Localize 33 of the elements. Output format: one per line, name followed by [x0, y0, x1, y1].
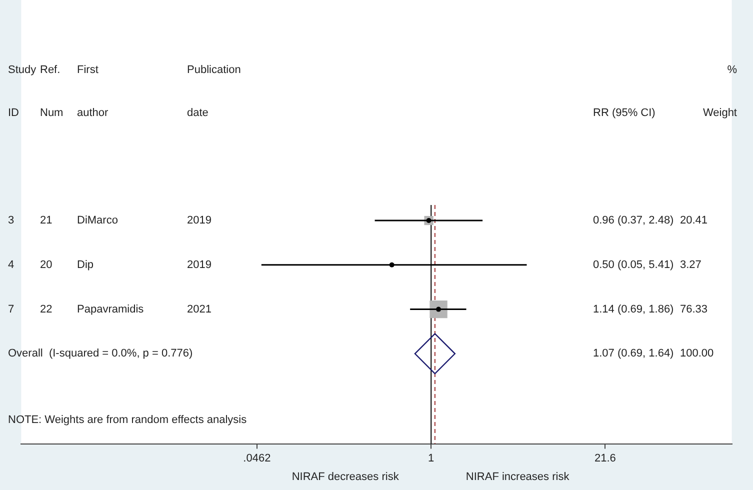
- annotation: 22: [40, 303, 52, 316]
- x-tick-label: 1: [428, 452, 434, 464]
- y-tick-label: Overall (I-squared = 0.0%, p = 0.776): [8, 348, 193, 360]
- y-tick-label: Dip: [77, 258, 94, 271]
- y-tick-label: Papavramidis: [77, 303, 144, 316]
- annotation: 76.33: [680, 303, 708, 316]
- text: NOTE: Weights are from random effects analysis: [8, 414, 248, 426]
- annotation: 2021: [187, 303, 212, 316]
- text: First author: [77, 64, 108, 120]
- text: Study ID: [8, 64, 36, 120]
- text: Ref. Num: [40, 64, 64, 120]
- x-tick-label: .0462: [243, 452, 271, 464]
- annotation: 2019: [187, 214, 212, 227]
- annotation: 100.00: [680, 348, 714, 360]
- text: % Weight: [702, 64, 737, 120]
- text: 3: [8, 214, 14, 227]
- annotation: 0.50 (0.05, 5.41): [593, 258, 674, 271]
- annotation: 2019: [187, 258, 212, 271]
- text: NIRAF increases risk: [466, 470, 570, 483]
- annotation: 3.27: [680, 258, 702, 271]
- annotation: 0.96 (0.37, 2.48): [593, 214, 674, 227]
- text: NIRAF decreases risk: [292, 470, 400, 483]
- annotation: 1.14 (0.69, 1.86): [593, 303, 674, 316]
- text: 4: [8, 258, 14, 271]
- annotation: 21: [40, 214, 52, 227]
- annotation: 1.07 (0.69, 1.64): [593, 348, 674, 360]
- text: RR (95% CI): [593, 107, 656, 120]
- text: Publication date: [187, 64, 241, 120]
- text: 7: [8, 303, 14, 316]
- y-tick-label: DiMarco: [77, 214, 118, 227]
- annotation: 20: [40, 258, 52, 271]
- x-tick-label: 21.6: [594, 452, 616, 464]
- annotation: 20.41: [680, 214, 708, 227]
